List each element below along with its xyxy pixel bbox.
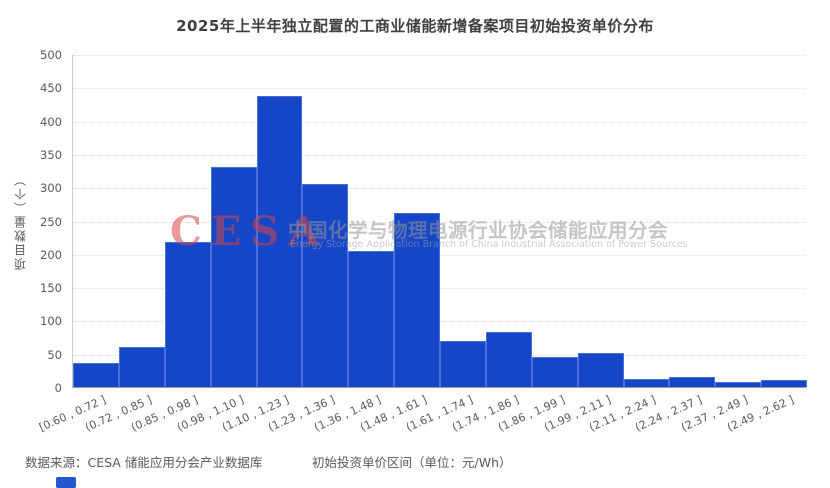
plot-area (72, 55, 807, 388)
histogram-bar-1 (118, 347, 165, 387)
y-tick-label-300: 300 (40, 181, 62, 196)
data-source-note: 数据来源：CESA 储能应用分会产业数据库 (25, 455, 263, 470)
histogram-bar-2 (164, 241, 211, 387)
x-axis-title: 初始投资单价区间（单位：元/Wh） (312, 455, 512, 470)
histogram-bar-13 (669, 377, 716, 387)
gridline-450 (73, 88, 806, 90)
y-tick-label-200: 200 (40, 247, 62, 262)
histogram-bar-11 (577, 353, 624, 387)
histogram-bar-14 (715, 382, 762, 387)
y-tick-label-400: 400 (40, 114, 62, 129)
histogram-bar-5 (302, 183, 349, 387)
bottom-left-logo-fragment (56, 477, 76, 488)
chart-title: 2025年上半年独立配置的工商业储能新增备案项目初始投资单价分布 (176, 17, 654, 35)
y-tick-label-50: 50 (47, 347, 62, 362)
y-tick-label-100: 100 (40, 314, 62, 329)
y-tick-label-0: 0 (54, 381, 62, 395)
histogram-bar-8 (440, 341, 486, 387)
gridline-350 (73, 154, 806, 156)
y-tick-label-150: 150 (40, 281, 62, 296)
histogram-bar-6 (348, 251, 395, 387)
gridline-400 (73, 121, 806, 123)
histogram-bar-15 (761, 380, 807, 387)
y-tick-label-450: 450 (40, 81, 62, 96)
histogram-bar-4 (256, 95, 303, 387)
histogram-bar-12 (623, 379, 670, 387)
histogram-bar-0 (73, 363, 119, 387)
gridline-300 (73, 188, 806, 190)
histogram-bar-3 (210, 166, 257, 387)
y-tick-label-250: 250 (40, 214, 62, 229)
gridline-500 (73, 55, 806, 56)
histogram-bar-9 (485, 332, 532, 387)
y-tick-label-350: 350 (40, 147, 62, 162)
histogram-bar-7 (394, 212, 440, 387)
histogram-bar-10 (531, 357, 578, 387)
y-tick-label-500: 500 (40, 48, 62, 62)
